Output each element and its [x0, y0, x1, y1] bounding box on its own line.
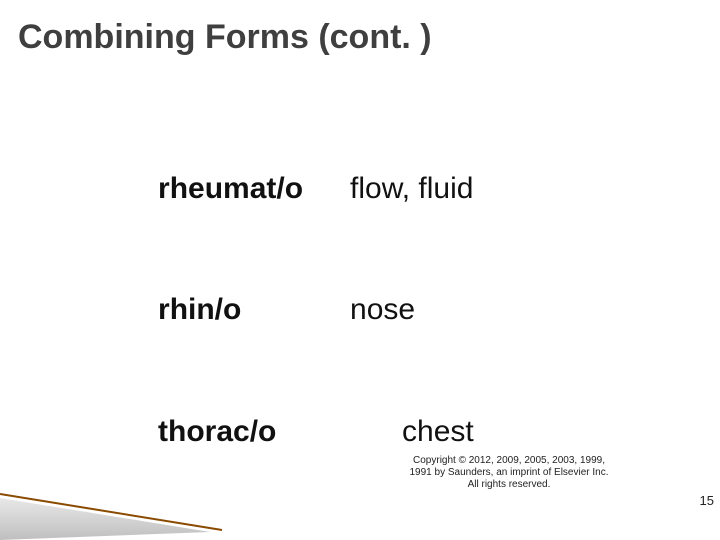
slide: Combining Forms (cont. ) rheumat/oflow, …: [0, 0, 720, 540]
definition: nose: [350, 290, 415, 331]
copyright-text: Copyright © 2012, 2009, 2005, 2003, 1999…: [404, 455, 614, 491]
definition: chest: [350, 412, 474, 453]
term-row: rhin/onose: [108, 250, 560, 372]
term-row: rheumat/oflow, fluid: [108, 128, 560, 250]
term-row: ur/ourinary tract: [108, 493, 560, 540]
page-number: 15: [700, 493, 714, 508]
term: ur/o: [158, 533, 350, 540]
definition: flow, fluid: [350, 169, 473, 210]
term: thorac/o: [158, 412, 350, 453]
term: rheumat/o: [158, 169, 350, 210]
term: rhin/o: [158, 290, 350, 331]
slide-title: Combining Forms (cont. ): [18, 18, 432, 57]
definition: urinary tract: [350, 533, 560, 540]
